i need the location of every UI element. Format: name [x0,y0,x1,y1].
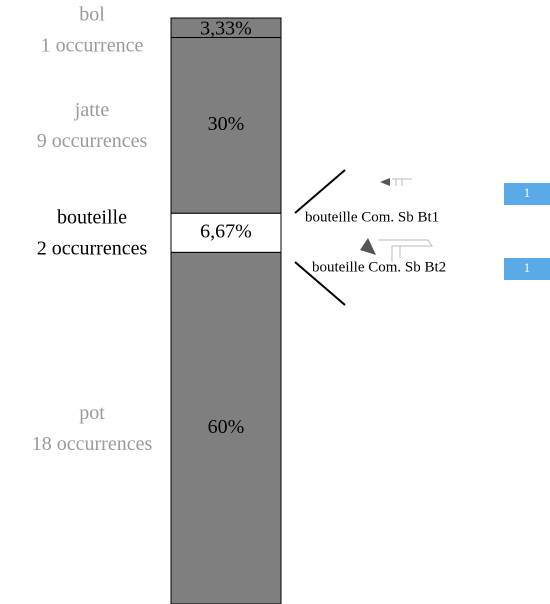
category-subtitle: 2 occurrences [37,237,148,259]
category-label: pot [79,402,105,424]
detail-label: bouteille Com. Sb Bt2 [312,259,446,275]
value-label: 3,33% [200,18,252,40]
category-subtitle: 18 occurrences [32,433,153,455]
category-label: bol [79,4,105,26]
bar-segment [170,251,282,604]
count-badge [504,258,550,280]
value-label: 30% [208,113,245,135]
count-label: 1 [524,260,531,275]
category-subtitle: 1 occurrence [41,35,144,57]
sherd-icon [380,178,412,186]
category-label: jatte [74,99,110,121]
value-label: 60% [208,416,245,438]
category-subtitle: 9 occurrences [37,130,148,152]
category-label: bouteille [57,206,127,228]
detail-label: bouteille Com. Sb Bt1 [305,209,439,225]
sherd-icon [360,238,433,262]
count-label: 1 [524,185,531,200]
count-badge [504,183,550,205]
value-label: 6,67% [200,220,252,242]
connector [294,169,346,214]
bar-segment [170,37,282,214]
connector [294,261,346,306]
connector-lines [294,169,346,306]
